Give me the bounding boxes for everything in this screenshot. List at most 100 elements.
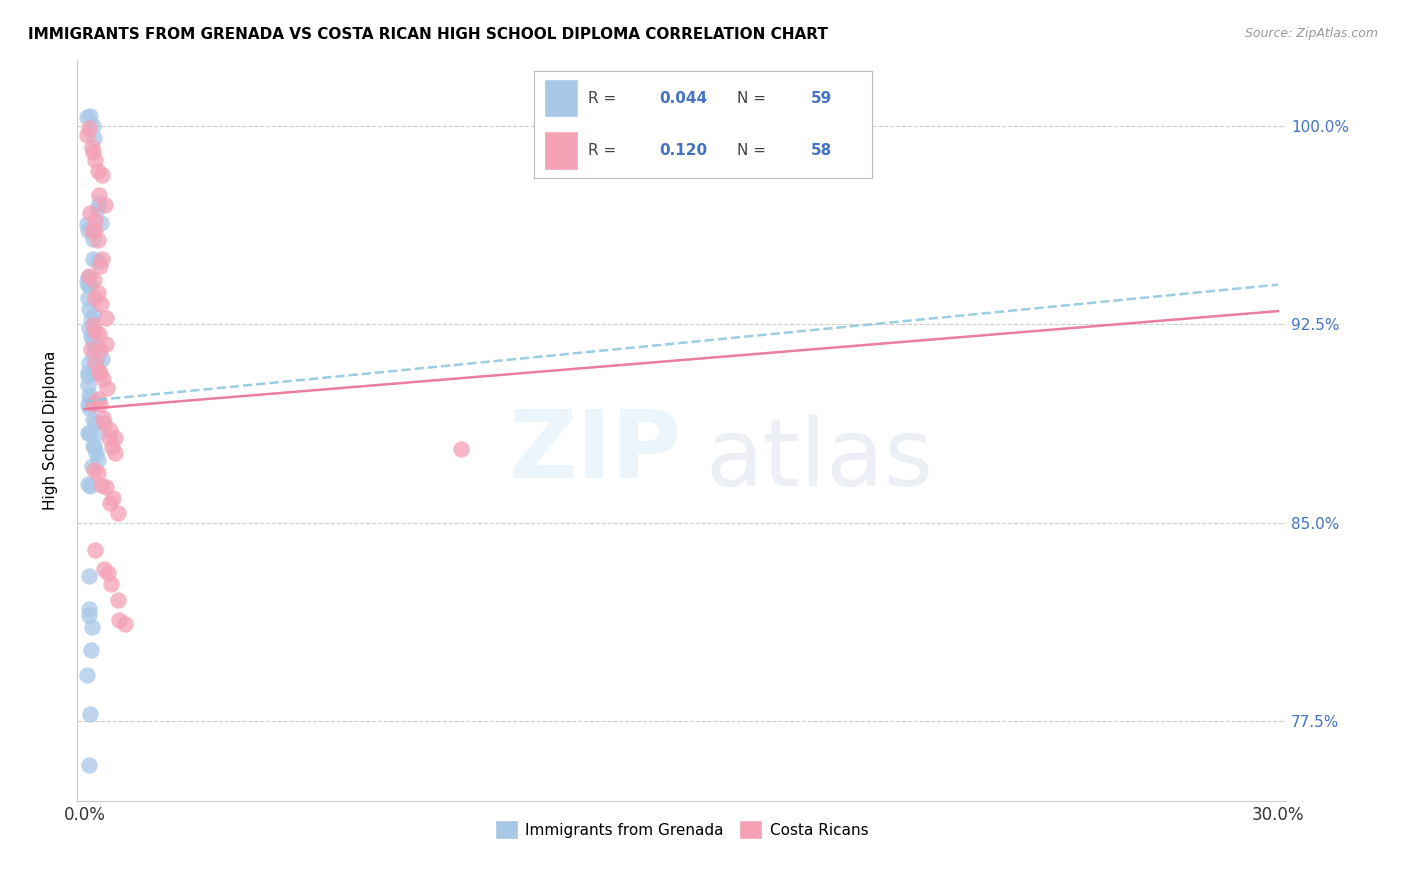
Point (83, 273, 105, 287)
Point (76, 111, 98, 125)
Point (89, 366, 111, 380)
Point (91, 411, 114, 425)
Text: R =: R = (588, 91, 621, 105)
Point (97, 566, 120, 580)
Point (100, 440, 122, 454)
Point (77, 477, 100, 491)
Point (79, 425, 101, 440)
Point (80, 458, 103, 473)
Point (82, 318, 104, 332)
Point (77, 368, 100, 383)
Text: 58: 58 (811, 143, 832, 158)
Point (82, 437, 104, 451)
Point (77, 377, 100, 392)
Point (76, 667, 98, 681)
Text: Source: ZipAtlas.com: Source: ZipAtlas.com (1244, 27, 1378, 40)
Point (91, 168, 114, 182)
Point (76, 291, 98, 305)
Point (98, 431, 121, 445)
Point (77, 301, 100, 316)
Y-axis label: High School Diploma: High School Diploma (44, 351, 58, 510)
Point (87, 286, 110, 301)
Point (83, 307, 105, 321)
Point (82, 145, 104, 159)
Point (77, 607, 100, 622)
Point (90, 477, 112, 491)
Point (101, 491, 124, 505)
Point (83, 543, 105, 558)
Point (77, 268, 100, 283)
Point (79, 109, 101, 123)
Point (79, 328, 101, 343)
Point (83, 355, 105, 369)
Point (77, 569, 100, 583)
Point (77, 758, 100, 772)
Point (77, 270, 100, 285)
Point (93, 562, 115, 576)
Point (83, 213, 105, 227)
Point (79, 479, 101, 493)
Point (84, 291, 107, 305)
Text: ZIP: ZIP (509, 407, 682, 499)
Point (82, 349, 104, 363)
Point (76, 365, 98, 379)
Point (79, 206, 101, 220)
Point (77, 356, 100, 370)
Point (450, 442, 472, 456)
Point (84, 324, 107, 338)
Point (91, 252, 114, 266)
Point (76, 128, 98, 142)
Point (82, 366, 104, 380)
Point (84, 416, 107, 430)
Point (84, 223, 107, 237)
Point (107, 593, 129, 607)
Point (98, 496, 121, 510)
Point (90, 216, 112, 230)
Point (82, 232, 104, 246)
Point (89, 343, 111, 357)
Point (77, 388, 100, 402)
Point (77, 278, 100, 293)
Point (77, 320, 100, 334)
Text: atlas: atlas (706, 414, 934, 506)
Point (84, 153, 107, 167)
Point (86, 446, 108, 460)
Point (79, 602, 101, 616)
Point (107, 613, 129, 627)
Text: 0.120: 0.120 (659, 143, 707, 158)
Point (77, 426, 100, 441)
Point (114, 617, 136, 632)
Point (77, 401, 100, 416)
Point (82, 397, 104, 411)
Point (94, 337, 117, 351)
Point (77, 397, 100, 411)
Point (83, 397, 105, 411)
Point (87, 196, 110, 211)
Point (87, 164, 110, 178)
Point (91, 372, 114, 386)
Point (83, 462, 105, 476)
Point (79, 392, 101, 407)
Point (82, 413, 104, 427)
Point (87, 326, 110, 341)
Point (84, 339, 107, 353)
Point (89, 425, 111, 439)
Text: N =: N = (737, 143, 770, 158)
Point (87, 452, 110, 467)
Point (87, 466, 110, 480)
Bar (544, 78, 578, 118)
Point (76, 276, 98, 290)
Point (77, 223, 100, 237)
Point (79, 707, 101, 722)
Point (86, 202, 108, 216)
Point (87, 187, 110, 202)
Point (83, 336, 105, 351)
Point (82, 119, 104, 133)
Point (93, 417, 115, 431)
Point (79, 120, 101, 135)
Point (86, 392, 108, 406)
Point (87, 365, 110, 379)
Point (104, 445, 127, 459)
Point (96, 381, 118, 395)
Point (82, 620, 104, 634)
